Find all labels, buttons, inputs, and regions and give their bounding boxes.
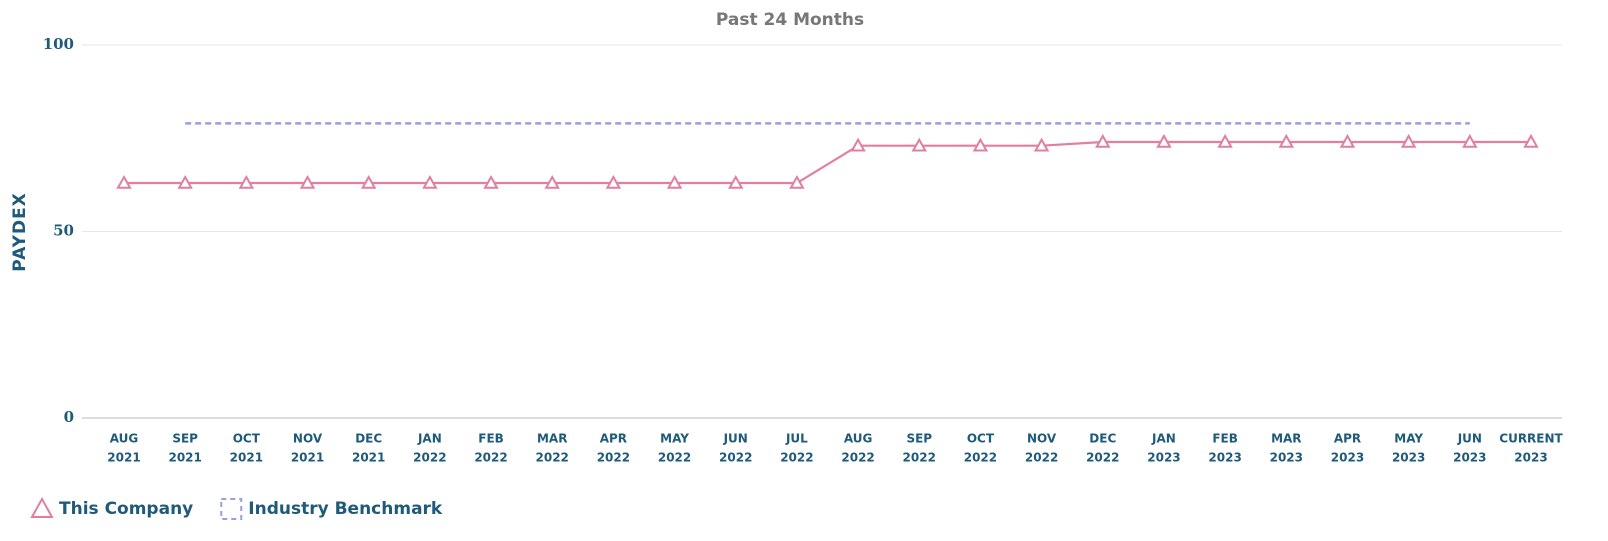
x-tick-label: 2022 (1025, 451, 1058, 465)
point-marker (1462, 133, 1478, 148)
point-marker (911, 137, 927, 152)
x-tick-label: 2022 (413, 451, 446, 465)
x-tick-label: 2023 (1453, 451, 1486, 465)
x-tick-label: JUN (1457, 432, 1482, 446)
x-tick-label: APR (600, 432, 627, 446)
point-marker (1217, 133, 1233, 148)
x-tick-label: CURRENT (1499, 432, 1563, 446)
x-tick-label: OCT (233, 432, 261, 446)
point-marker (605, 174, 622, 189)
x-tick-label: 2021 (168, 451, 201, 465)
x-tick-label: 2022 (597, 451, 630, 465)
point-marker (1400, 133, 1417, 148)
x-tick-label: 2022 (1086, 451, 1119, 465)
x-tick-label: APR (1334, 432, 1361, 446)
x-tick-label: FEB (1212, 432, 1238, 446)
x-tick-label: NOV (1027, 432, 1057, 446)
x-tick-label: 2023 (1208, 451, 1241, 465)
chart-title: Past 24 Months (716, 10, 864, 30)
point-marker (789, 174, 805, 189)
point-marker (850, 137, 866, 152)
x-tick-label: FEB (478, 432, 504, 446)
point-marker (238, 174, 255, 189)
x-tick-label: DEC (355, 432, 382, 446)
point-marker (728, 174, 744, 189)
point-marker (483, 174, 499, 189)
x-tick-label: 2022 (536, 451, 569, 465)
point-marker (544, 174, 560, 189)
x-tick-label: 2021 (291, 451, 324, 465)
x-tick-label: 2022 (780, 451, 813, 465)
series-line (124, 140, 1531, 185)
x-tick-label: 2021 (107, 451, 140, 465)
x-tick-label: AUG (110, 432, 139, 446)
legend-icon (30, 496, 54, 518)
point-marker (1278, 133, 1294, 148)
point-marker (177, 174, 193, 189)
x-tick-label: 2022 (719, 451, 752, 465)
x-tick-label: JUL (785, 432, 808, 446)
x-tick-label: 2023 (1514, 451, 1547, 465)
point-marker (1033, 137, 1050, 152)
legend-icon (220, 498, 243, 520)
point-marker (299, 174, 316, 189)
x-tick-label: NOV (293, 432, 323, 446)
point-marker (360, 174, 377, 189)
x-tick-label: 2023 (1392, 451, 1425, 465)
point-marker (422, 174, 438, 189)
x-tick-label: 2022 (903, 451, 936, 465)
point-marker (666, 174, 683, 189)
legend-label: Industry Benchmark (248, 499, 443, 519)
x-tick-label: AUG (844, 432, 873, 446)
x-tick-label: OCT (967, 432, 995, 446)
point-marker (1523, 133, 1539, 148)
point-marker (1095, 133, 1111, 148)
y-tick-label: 100 (43, 35, 74, 53)
x-tick-label: JAN (417, 432, 442, 446)
x-tick-label: SEP (172, 432, 198, 446)
y-tick-label: 0 (64, 408, 74, 426)
x-tick-label: 2022 (474, 451, 507, 465)
x-tick-label: 2022 (658, 451, 691, 465)
point-marker (1156, 133, 1172, 148)
point-marker (116, 174, 132, 189)
point-marker (1339, 133, 1356, 148)
x-tick-label: 2022 (841, 451, 874, 465)
x-tick-label: 2021 (352, 451, 385, 465)
x-tick-label: 2021 (230, 451, 263, 465)
x-tick-label: 2022 (964, 451, 997, 465)
x-tick-label: 2023 (1270, 451, 1303, 465)
x-tick-label: DEC (1089, 432, 1116, 446)
x-tick-label: MAR (537, 432, 567, 446)
x-tick-label: SEP (906, 432, 932, 446)
point-marker (972, 137, 989, 152)
x-tick-label: JAN (1151, 432, 1176, 446)
y-axis-label: PAYDEX (10, 192, 30, 272)
y-tick-label: 50 (53, 222, 74, 240)
x-tick-label: 2023 (1331, 451, 1364, 465)
x-tick-label: JUN (723, 432, 748, 446)
x-tick-label: MAY (1394, 432, 1423, 446)
x-tick-label: 2023 (1147, 451, 1180, 465)
x-tick-label: MAR (1271, 432, 1301, 446)
x-tick-label: MAY (660, 432, 689, 446)
legend-label: This Company (59, 499, 193, 519)
